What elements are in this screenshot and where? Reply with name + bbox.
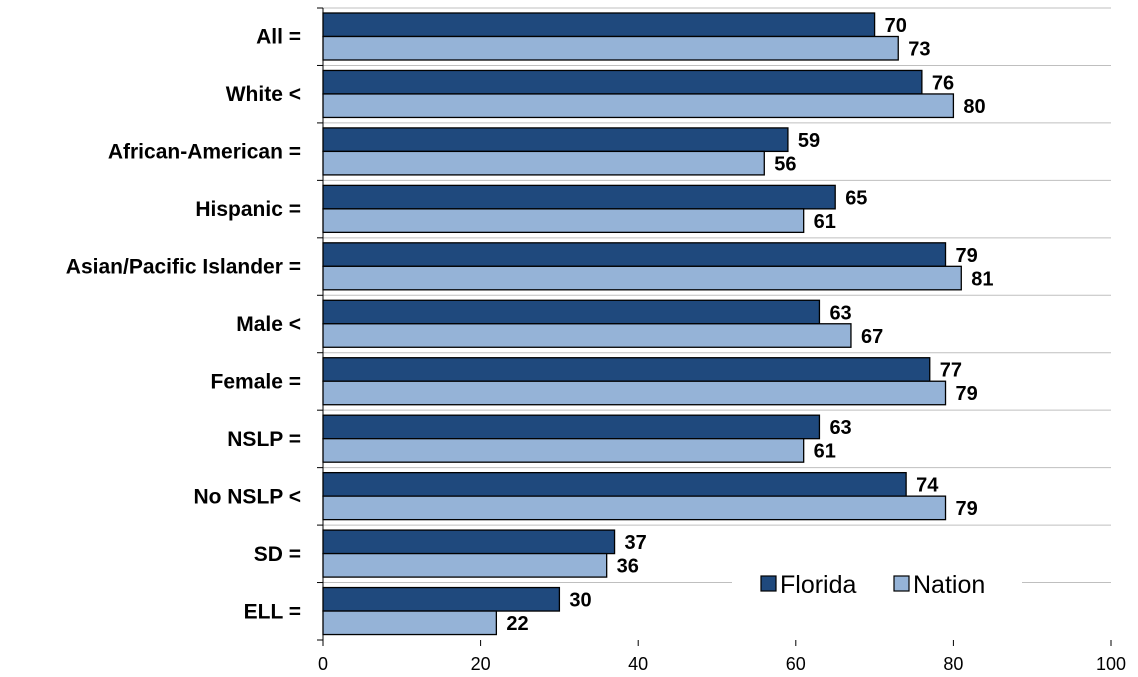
value-label-nation: 61 [814,211,836,233]
bar-florida [322,586,561,612]
value-label-nation: 81 [971,268,993,290]
bar-florida [322,299,821,325]
bar-nation [322,150,765,176]
category-label: White < [226,83,301,106]
value-label-florida: 37 [625,532,647,554]
bar-nation [322,323,852,348]
x-tick-label: 40 [628,654,648,674]
x-tick-label: 20 [471,654,491,674]
value-label-nation: 73 [908,39,930,61]
bars [322,12,962,636]
value-label-nation: 36 [617,556,639,578]
value-label-florida: 76 [932,72,954,94]
value-label-nation: 56 [774,153,796,175]
bar-nation [322,438,805,463]
value-label-florida: 77 [940,360,962,382]
bar-florida [322,184,836,210]
bar-nation [322,35,899,61]
legend-label-nation: Nation [913,571,985,599]
bar-nation [322,380,947,406]
category-label: Asian/Pacific Islander = [66,256,301,279]
bar-florida [322,471,907,497]
gridlines [323,7,1111,584]
category-label: NSLP = [227,428,301,451]
category-label: African-American = [108,141,301,164]
category-label: SD = [254,543,301,566]
category-label: All = [256,26,301,49]
x-tick-label: 100 [1096,654,1126,674]
x-tick-label: 80 [943,654,963,674]
value-label-nation: 67 [861,326,883,348]
legend-swatch-florida [760,575,777,592]
value-label-florida: 65 [845,187,867,209]
category-label: Male < [236,313,301,336]
value-label-nation: 22 [506,613,528,635]
category-label: ELL = [244,600,301,623]
bar-nation [322,552,608,578]
value-label-florida: 79 [956,245,978,267]
value-labels: 7073768059566561798163677779636174793736… [506,15,993,635]
legend-swatch-nation [893,575,910,592]
bar-florida [322,529,616,555]
category-labels: All = White < African-American = Hispanic =… [66,26,301,624]
category-label: Female = [211,370,301,393]
bar-florida [322,127,789,153]
value-label-nation: 79 [956,498,978,520]
value-label-florida: 63 [829,417,851,439]
legend: Florida Nation [732,568,1022,604]
legend-background [732,568,1022,604]
bar-florida [322,357,931,382]
bar-nation [322,93,955,119]
bar-florida [322,414,821,440]
x-tick-label: 0 [318,654,328,674]
value-label-florida: 30 [569,590,591,612]
bar-nation [322,610,498,636]
value-label-florida: 63 [829,302,851,324]
bar-nation [322,495,947,521]
value-label-florida: 70 [885,15,907,37]
axes: 0 20 40 60 80 100 [317,7,1126,674]
category-label: Hispanic = [195,198,301,221]
value-label-nation: 79 [956,383,978,405]
value-label-florida: 74 [916,475,939,497]
value-label-nation: 80 [963,96,985,118]
bar-florida [322,12,876,38]
value-label-florida: 59 [798,130,820,152]
x-tick-label: 60 [786,654,806,674]
legend-label-florida: Florida [780,571,857,599]
bar-nation [322,208,805,234]
bar-florida [322,242,947,267]
bar-nation [322,265,962,291]
bar-florida [322,69,923,95]
category-label: No NSLP < [193,485,301,508]
value-label-nation: 61 [814,441,836,463]
